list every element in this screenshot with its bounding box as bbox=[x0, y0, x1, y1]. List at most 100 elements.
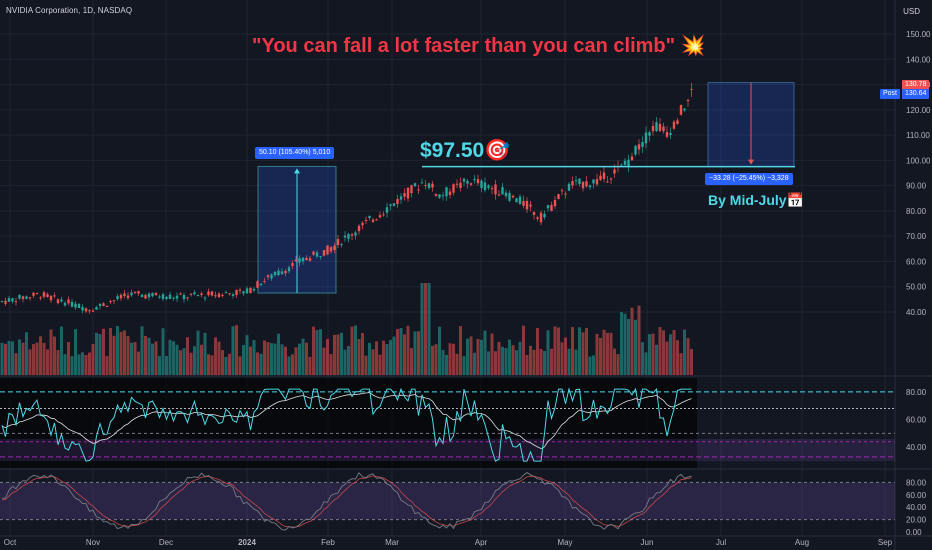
candle-body bbox=[186, 297, 189, 299]
candle-body bbox=[242, 291, 245, 294]
last-price-tag: 130.78 bbox=[902, 80, 930, 90]
price-tick-label: 90.00 bbox=[906, 182, 927, 191]
volume-bar bbox=[179, 350, 182, 375]
volume-bar bbox=[109, 328, 112, 375]
candle-body bbox=[238, 289, 242, 291]
candle-body bbox=[683, 108, 686, 111]
candle-body bbox=[144, 294, 147, 299]
volume-bar bbox=[259, 353, 263, 375]
volume-bar bbox=[207, 354, 210, 375]
volume-bar bbox=[459, 326, 462, 375]
candle-body bbox=[53, 295, 56, 297]
volume-bar bbox=[287, 356, 291, 375]
candle-body bbox=[322, 249, 326, 256]
candle-body bbox=[88, 310, 91, 312]
price-tick-label: 110.00 bbox=[906, 131, 930, 140]
candle-body bbox=[49, 295, 53, 301]
volume-bar bbox=[592, 355, 595, 375]
candle-body bbox=[679, 105, 683, 115]
volume-bar bbox=[658, 327, 662, 375]
time-tick-label: Oct bbox=[4, 538, 17, 547]
candle-body bbox=[567, 183, 571, 191]
volume-bar bbox=[175, 344, 179, 375]
candle-body bbox=[508, 192, 511, 201]
volume-bar bbox=[151, 343, 154, 375]
candle-body bbox=[364, 220, 368, 222]
price-tick-label: 140.00 bbox=[906, 55, 931, 64]
candle-body bbox=[564, 193, 567, 195]
volume-bar bbox=[32, 344, 35, 375]
candle-body bbox=[438, 194, 441, 198]
candle-body bbox=[277, 270, 280, 276]
volume-bar bbox=[81, 352, 84, 375]
candle-body bbox=[11, 298, 14, 302]
volume-bar bbox=[392, 336, 396, 375]
volume-bar bbox=[399, 327, 403, 375]
price-tick-label: 150.00 bbox=[906, 30, 931, 39]
candle-body bbox=[165, 296, 168, 300]
volume-bar bbox=[690, 349, 693, 375]
volume-bar bbox=[378, 354, 382, 375]
candle-body bbox=[95, 307, 98, 310]
volume-bar bbox=[189, 352, 193, 375]
candle-body bbox=[189, 293, 193, 295]
volume-bar bbox=[291, 354, 294, 375]
volume-bar bbox=[487, 351, 490, 375]
volume-bar bbox=[63, 354, 67, 375]
volume-bar bbox=[130, 342, 133, 375]
candle-body bbox=[91, 310, 95, 312]
rsi-background bbox=[0, 378, 697, 468]
volume-bar bbox=[315, 330, 319, 375]
candle-body bbox=[403, 193, 406, 197]
volume-bar bbox=[4, 343, 7, 375]
candle-body bbox=[347, 234, 350, 239]
volume-bar bbox=[116, 326, 119, 375]
candle-body bbox=[74, 303, 77, 308]
candle-body bbox=[476, 179, 480, 184]
volume-bar bbox=[536, 328, 539, 375]
volume-bar bbox=[119, 331, 123, 375]
candle-body bbox=[140, 294, 144, 298]
volume-bar bbox=[676, 340, 679, 375]
volume-bar bbox=[529, 345, 532, 375]
candle-body bbox=[133, 291, 137, 293]
currency-label[interactable]: USD bbox=[903, 7, 920, 16]
candle-body bbox=[137, 291, 140, 294]
volume-bar bbox=[620, 311, 623, 375]
volume-bar bbox=[420, 283, 424, 375]
candle-body bbox=[39, 297, 42, 299]
candle-body bbox=[301, 257, 305, 262]
candle-body bbox=[522, 201, 525, 206]
candle-body bbox=[543, 213, 546, 218]
volume-bar bbox=[46, 349, 49, 375]
volume-bar bbox=[144, 335, 147, 375]
volume-bar bbox=[53, 336, 56, 375]
candle-body bbox=[305, 257, 308, 261]
volume-bar bbox=[214, 337, 217, 375]
time-tick-label: Jul bbox=[716, 538, 726, 547]
candle-body bbox=[651, 125, 655, 132]
volume-bar bbox=[434, 344, 438, 375]
stoch-tick-label: 80.00 bbox=[906, 478, 927, 487]
volume-bar bbox=[70, 356, 74, 375]
candle-body bbox=[4, 300, 7, 304]
candle-body bbox=[266, 275, 270, 278]
price-tick-label: 100.00 bbox=[906, 156, 931, 165]
candle-body bbox=[105, 305, 109, 307]
candle-body bbox=[98, 304, 102, 307]
candle-body bbox=[18, 294, 21, 299]
volume-bar bbox=[210, 355, 214, 375]
volume-bar bbox=[354, 325, 357, 375]
volume-bar bbox=[385, 344, 389, 375]
price-axis: 40.00 50.00 60.00 70.00 80.00 90.00 100.00 110.… bbox=[906, 30, 931, 537]
candle-body bbox=[35, 292, 39, 294]
candle-body bbox=[529, 204, 532, 207]
volume-bar bbox=[550, 348, 553, 375]
volume-bar bbox=[515, 350, 518, 375]
drop-measure-label: −33.28 (−25.45%) −3,328 bbox=[705, 173, 793, 185]
candle-body bbox=[427, 183, 431, 188]
candle-body bbox=[158, 296, 161, 298]
volume-bar bbox=[417, 331, 420, 375]
candle-body bbox=[658, 123, 662, 131]
